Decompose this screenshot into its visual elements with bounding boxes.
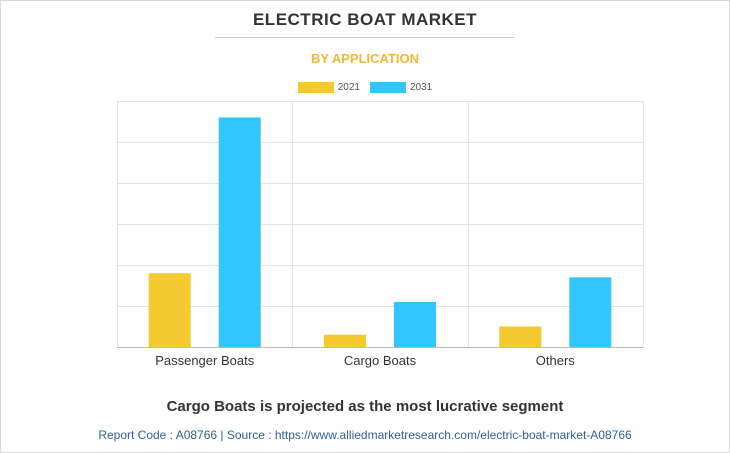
legend-item-2021: 2021 xyxy=(297,81,360,93)
bar-2031-cargo-boats xyxy=(394,301,436,347)
bar-2021-passenger-boats xyxy=(148,273,191,347)
bar-2031-others xyxy=(569,277,612,347)
bar-2021-cargo-boats xyxy=(324,334,366,347)
title-divider xyxy=(215,37,515,38)
chart-title: ELECTRIC BOAT MARKET xyxy=(252,10,478,29)
legend-label-2021: 2021 xyxy=(337,81,360,93)
x-tick-label-others: Others xyxy=(536,353,576,368)
legend-item-2031: 2031 xyxy=(370,81,433,93)
x-tick-label-cargo-boats: Cargo Boats xyxy=(344,353,417,368)
legend-swatch-2031 xyxy=(370,81,406,93)
legend-label-2031: 2031 xyxy=(410,81,433,93)
chart-legend: 2021 2031 xyxy=(0,80,730,94)
footer-headline: Cargo Boats is projected as the most luc… xyxy=(166,398,564,415)
legend-swatch-2021 xyxy=(297,81,334,93)
bar-2021-others xyxy=(499,326,542,347)
chart-subtitle: BY APPLICATION xyxy=(310,51,420,66)
x-tick-label-passenger-boats: Passenger Boats xyxy=(155,353,255,368)
footer-source-link[interactable]: Report Code : A08766 | Source : https://… xyxy=(98,428,632,442)
bar-2031-passenger-boats xyxy=(218,117,261,348)
